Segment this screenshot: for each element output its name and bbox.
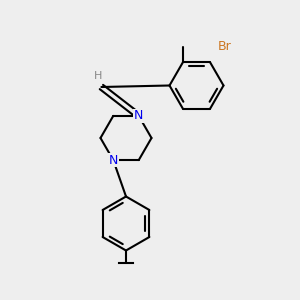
Text: H: H xyxy=(94,70,103,81)
Text: N: N xyxy=(134,110,143,122)
Text: N: N xyxy=(109,154,118,166)
Text: Br: Br xyxy=(218,40,232,53)
